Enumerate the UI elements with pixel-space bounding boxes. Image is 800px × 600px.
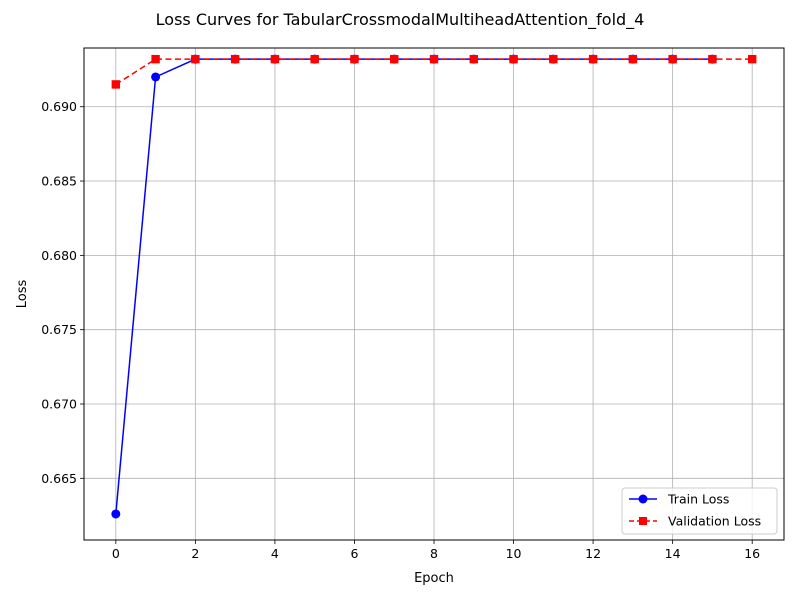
validation-loss-point [390, 54, 399, 64]
x-axis-label: Epoch [414, 571, 454, 586]
validation-loss-point [549, 54, 558, 64]
chart-title: Loss Curves for TabularCrossmodalMultihe… [156, 10, 645, 30]
train-loss-point [151, 72, 161, 82]
y-tick-label: 0.670 [41, 396, 77, 411]
validation-loss-point [230, 54, 240, 64]
validation-loss-point [270, 54, 280, 64]
x-tick-label: 16 [744, 546, 760, 561]
x-tick-label: 2 [191, 546, 199, 561]
validation-loss-point [668, 54, 677, 64]
legend: Train Loss Validation Loss [621, 487, 778, 535]
x-tick-label: 14 [665, 546, 681, 561]
validation-loss-point [310, 54, 319, 64]
validation-loss-point [111, 80, 121, 89]
validation-loss-point [151, 54, 160, 64]
validation-loss-point [191, 54, 200, 64]
validation-loss-point [747, 54, 757, 64]
x-tick-label: 4 [271, 546, 279, 561]
x-tick-label: 6 [350, 546, 358, 561]
validation-loss-point [429, 54, 439, 64]
y-tick-label: 0.690 [41, 99, 77, 114]
y-tick-label: 0.685 [41, 174, 77, 189]
grid-layer [84, 48, 784, 540]
legend-validation-marker [639, 517, 647, 525]
legend-box [621, 487, 778, 535]
legend-validation-label: Validation Loss [668, 514, 761, 529]
x-tick-label: 8 [430, 546, 438, 561]
legend-train-label: Train Loss [667, 492, 729, 507]
validation-loss-point [708, 54, 717, 64]
y-tick-label: 0.665 [41, 471, 77, 486]
y-axis-label: Loss [15, 280, 30, 309]
validation-loss-point [588, 54, 598, 64]
validation-loss-point [469, 54, 478, 64]
series-layer [111, 54, 757, 519]
y-tick-label: 0.675 [41, 322, 77, 337]
train-loss-point [111, 509, 121, 519]
x-tick-label: 10 [506, 546, 522, 561]
x-axis-ticks: 0 2 4 6 8 10 12 14 16 [112, 540, 760, 561]
x-tick-label: 12 [585, 546, 601, 561]
validation-loss-point [509, 54, 518, 64]
legend-train-marker [638, 494, 648, 504]
x-tick-label: 0 [112, 546, 120, 561]
y-tick-label: 0.680 [41, 248, 77, 263]
y-axis-ticks: 0.665 0.670 0.675 0.680 0.685 0.690 [41, 99, 84, 486]
validation-loss-point [628, 54, 638, 64]
validation-loss-point [350, 54, 359, 64]
